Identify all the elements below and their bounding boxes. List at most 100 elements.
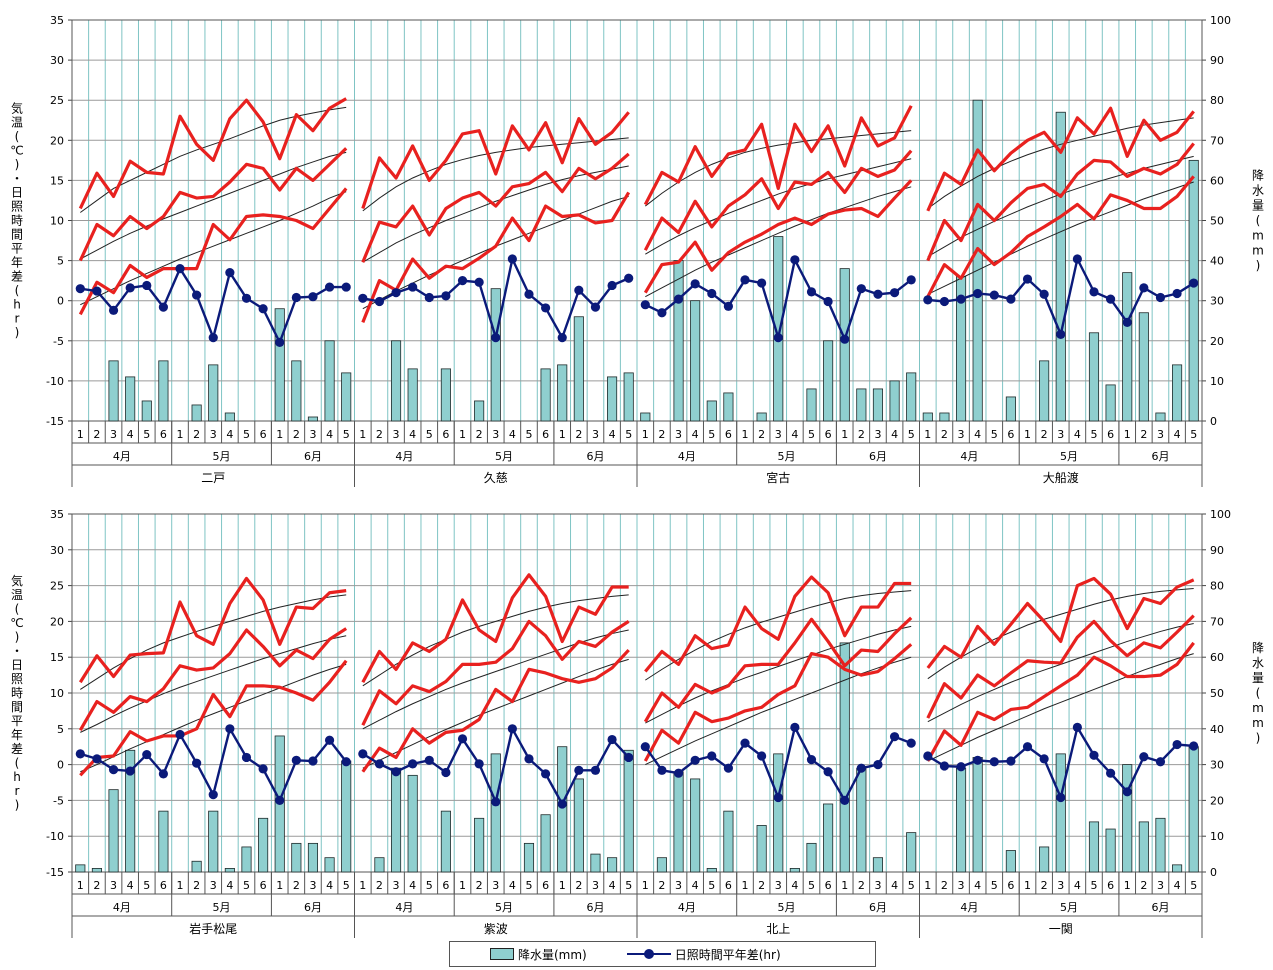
station-label: 宮古 — [766, 470, 790, 485]
sunshine-point — [125, 766, 135, 776]
precip-bar — [258, 817, 269, 873]
sunshine-point — [1089, 287, 1099, 297]
precip-bar — [1188, 159, 1199, 422]
sunshine-point — [1056, 329, 1066, 339]
temp-line-tmin — [926, 641, 1195, 762]
left-axis-title-char: ( — [15, 602, 20, 616]
period-label: 1 — [359, 879, 366, 892]
precip-bar — [108, 789, 119, 873]
sunshine-point — [142, 749, 152, 760]
left-axis-title-char: 時 — [11, 214, 23, 228]
period-label: 4 — [1174, 428, 1181, 441]
sunshine-point — [973, 288, 983, 299]
temp-line-tmin — [926, 175, 1195, 298]
sunshine-point — [192, 290, 202, 300]
period-label: 4 — [791, 428, 798, 441]
period-label: 2 — [575, 428, 582, 441]
sunshine-point — [441, 291, 451, 301]
period-label: 2 — [376, 879, 383, 892]
sunshine-point — [241, 752, 252, 763]
month-label: 6月 — [304, 901, 322, 914]
sunshine-point — [208, 332, 218, 343]
precip-bar — [1055, 753, 1066, 873]
right-tick-label: 80 — [1210, 94, 1224, 107]
sunshine-point — [424, 292, 434, 303]
period-label: 6 — [260, 879, 267, 892]
sunshine-point — [607, 734, 617, 745]
period-label: 2 — [1140, 879, 1147, 892]
right-tick-label: 100 — [1210, 508, 1231, 521]
left-tick-label: 30 — [50, 54, 64, 67]
left-axis-title-char: ) — [15, 158, 20, 172]
period-label: 4 — [692, 879, 699, 892]
period-label: 6 — [260, 428, 267, 441]
right-axis-title-char: 降 — [1252, 641, 1264, 655]
month-label: 4月 — [678, 450, 696, 463]
left-axis-title-char: ℃ — [10, 144, 23, 158]
period-label: 4 — [127, 879, 134, 892]
period-label: 4 — [1074, 428, 1081, 441]
period-label: 1 — [742, 879, 749, 892]
sunshine-point — [441, 767, 451, 778]
sunshine-point — [275, 337, 285, 348]
right-tick-label: 10 — [1210, 375, 1224, 388]
sunshine-point — [806, 287, 817, 297]
right-axis-title-char: 量 — [1252, 199, 1264, 213]
sunshine-point — [1122, 787, 1132, 797]
legend-sun-swatch — [626, 948, 671, 960]
period-label: 3 — [210, 428, 217, 441]
month-label: 4月 — [113, 901, 131, 914]
normal-temp-line-nmin — [645, 186, 912, 298]
period-label: 2 — [193, 428, 200, 441]
precip-bar — [307, 842, 319, 873]
period-label: 1 — [841, 879, 848, 892]
period-label: 3 — [1057, 879, 1064, 892]
month-label: 6月 — [304, 450, 322, 463]
period-label: 4 — [974, 428, 981, 441]
temp-line-tmax — [926, 106, 1195, 212]
temp-line-tmean — [643, 616, 913, 723]
sunshine-point — [989, 290, 999, 300]
temp-line-tmax — [78, 576, 347, 684]
precip-bar — [640, 412, 651, 422]
month-label: 6月 — [869, 901, 887, 914]
period-label: 1 — [459, 428, 466, 441]
period-label: 5 — [908, 879, 915, 892]
month-label: 5月 — [1060, 901, 1078, 914]
sunshine-point — [175, 264, 185, 274]
precip-bar — [75, 864, 86, 873]
precip-bar — [291, 842, 302, 873]
sunshine-point — [391, 288, 401, 298]
precip-bar — [208, 364, 219, 422]
left-axis-title-char: 照 — [11, 672, 23, 686]
period-label: 4 — [326, 879, 333, 892]
period-label: 2 — [758, 428, 765, 441]
period-label: 5 — [625, 879, 632, 892]
period-label: 6 — [542, 879, 549, 892]
sunshine-point — [574, 285, 584, 295]
left-tick-label: 30 — [50, 544, 64, 557]
period-label: 3 — [675, 428, 682, 441]
sunshine-point — [457, 734, 468, 744]
precip-bar — [690, 300, 701, 422]
sunshine-point — [341, 757, 351, 767]
temp-line-tmin — [361, 191, 631, 323]
month-label: 5月 — [495, 450, 513, 463]
period-label: 5 — [525, 428, 532, 441]
period-label: 5 — [625, 428, 632, 441]
left-axis-title-char: r — [15, 312, 20, 326]
precip-bar — [523, 842, 535, 873]
period-label: 4 — [509, 428, 516, 441]
precip-bar — [573, 316, 584, 422]
period-label: 1 — [1124, 879, 1131, 892]
sunshine-point — [474, 759, 484, 769]
right-axis-title-char: m — [1252, 244, 1264, 258]
sunshine-point — [856, 284, 866, 294]
period-label: 1 — [1124, 428, 1131, 441]
temp-line-tmax — [361, 111, 630, 209]
sunshine-point — [939, 296, 950, 307]
period-label: 4 — [609, 879, 616, 892]
left-axis-title-char: h — [13, 770, 21, 784]
period-label: 1 — [924, 428, 931, 441]
sunshine-point — [873, 289, 883, 299]
